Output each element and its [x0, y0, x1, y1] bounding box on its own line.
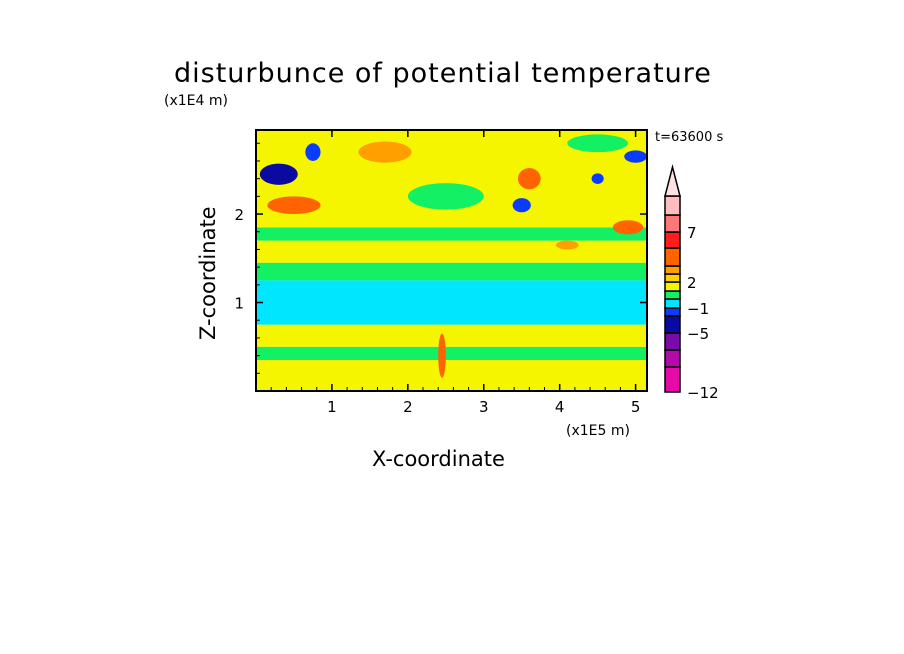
contour-band [256, 240, 647, 263]
colorbar-segment [664, 332, 681, 351]
contour-blob [358, 141, 412, 163]
x-tick-label: 5 [631, 398, 641, 416]
colorbar-segment [664, 273, 681, 283]
colorbar-segment [664, 247, 681, 267]
contour-blob [591, 173, 604, 184]
colorbar-segment [664, 366, 681, 393]
colorbar-segment [664, 281, 681, 292]
contour-blob [517, 168, 541, 190]
time-label: t=63600 s [655, 130, 724, 145]
contour-band [256, 227, 647, 241]
contour-band [256, 324, 647, 347]
contour-blob [267, 196, 321, 215]
x-tick-label: 1 [327, 398, 337, 416]
contour-band [256, 262, 647, 281]
colorbar-extend-arrow [664, 164, 681, 197]
z-unit-label: (x1E4 m) [164, 93, 228, 109]
chart-title: disturbunce of potential temperature [174, 58, 712, 89]
colorbar-label: −12 [687, 384, 719, 402]
x-tick-label: 2 [403, 398, 413, 416]
y-tick-label: 1 [234, 295, 244, 313]
colorbar-segment [664, 315, 681, 334]
contour-blob [555, 240, 579, 250]
colorbar-segment [664, 265, 681, 275]
contour-blob [259, 163, 298, 185]
x-tick-label: 4 [555, 398, 565, 416]
contour-blob [407, 183, 484, 210]
contour-blob [567, 134, 629, 153]
colorbar-label: −5 [687, 325, 709, 343]
x-axis-label: X-coordinate [372, 447, 505, 471]
x-tick-label: 3 [479, 398, 489, 416]
contour-blob [438, 333, 446, 378]
contour-band [256, 360, 647, 391]
contour-blob [305, 143, 321, 161]
colorbar-segment [664, 195, 681, 216]
y-tick-label: 2 [234, 206, 244, 224]
contour-blob [512, 198, 531, 213]
colorbar-segment [664, 290, 681, 300]
colorbar-segment [664, 349, 681, 368]
contour-field [256, 130, 647, 391]
contour-blob [624, 150, 647, 163]
contour-blob [612, 220, 644, 235]
colorbar-segment [664, 214, 681, 233]
colorbar-label: 7 [687, 224, 697, 242]
contour-band [256, 346, 647, 361]
colorbar-segment [664, 307, 681, 317]
colorbar-segment [664, 231, 681, 249]
colorbar-segment [664, 298, 681, 309]
x-unit-label: (x1E5 m) [566, 423, 630, 439]
plot-frame [255, 129, 648, 392]
colorbar-label: 2 [687, 274, 697, 292]
colorbar-label: −1 [687, 300, 709, 318]
contour-band [256, 280, 647, 325]
